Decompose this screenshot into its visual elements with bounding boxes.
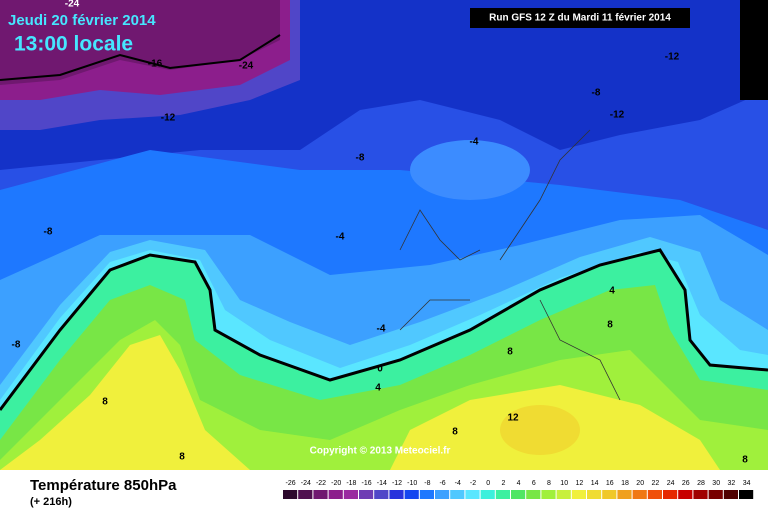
legend-label: 0 [486, 480, 490, 487]
run: Run GFS 12 Z du Mardi 11 février 2014 [489, 13, 671, 24]
contour-label: 0 [377, 364, 383, 375]
legend-label: 6 [532, 480, 536, 487]
legend-swatch [419, 490, 434, 499]
legend-swatch [480, 490, 495, 499]
legend-swatch [556, 490, 571, 499]
legend-label: -12 [392, 480, 402, 487]
legend-label: 18 [621, 480, 629, 487]
legend-label: 20 [636, 480, 644, 487]
legend-label: -22 [316, 480, 326, 487]
contour-label: -12 [665, 52, 680, 63]
legend-swatch [708, 490, 723, 499]
contour-label: -12 [161, 113, 176, 124]
legend-label: -4 [455, 480, 461, 487]
footer-title: Température 850hPa [30, 477, 177, 494]
legend-label: -14 [377, 480, 387, 487]
legend-swatch [450, 490, 465, 499]
legend-swatch [678, 490, 693, 499]
legend-swatch [495, 490, 510, 499]
legend-label: 12 [576, 480, 584, 487]
legend-label: 32 [728, 480, 736, 487]
legend-label: 14 [591, 480, 599, 487]
time: 13:00 locale [14, 33, 133, 56]
legend-label: 8 [547, 480, 551, 487]
legend-label: 28 [697, 480, 705, 487]
contour-label: 4 [609, 286, 615, 297]
copyright: Copyright © 2013 Meteociel.fr [310, 446, 451, 457]
contour-label: -16 [148, 59, 163, 70]
legend-swatch [663, 490, 678, 499]
legend-label: 4 [517, 480, 521, 487]
contour-label: 12 [507, 413, 519, 424]
legend-swatch [298, 490, 313, 499]
legend-label: -10 [407, 480, 417, 487]
legend-swatch [617, 490, 632, 499]
legend-swatch [343, 490, 358, 499]
legend-label: 34 [743, 480, 751, 487]
legend-label: -24 [301, 480, 311, 487]
legend-label: -16 [362, 480, 372, 487]
contour-label: 8 [452, 427, 458, 438]
legend-label: -20 [331, 480, 341, 487]
contour-label: -4 [470, 137, 479, 148]
contour-label: -24 [65, 0, 80, 10]
contour-label: -4 [377, 324, 386, 335]
legend-label: 26 [682, 480, 690, 487]
map [0, 0, 768, 470]
legend-label: -8 [424, 480, 430, 487]
contour-label: 8 [507, 347, 513, 358]
legend-label: 30 [712, 480, 720, 487]
legend-swatch [693, 490, 708, 499]
legend-swatch [541, 490, 556, 499]
contour-label: -4 [336, 232, 345, 243]
legend-label: 22 [652, 480, 660, 487]
contour-label: 8 [179, 452, 185, 463]
legend-swatch [571, 490, 586, 499]
footer-subtitle: (+ 216h) [30, 496, 72, 508]
legend-swatch [511, 490, 526, 499]
legend-swatch [313, 490, 328, 499]
legend-swatch [526, 490, 541, 499]
contour-label: -8 [12, 340, 21, 351]
contour-label: -8 [356, 153, 365, 164]
contour-label: -8 [592, 88, 601, 99]
legend-label: -18 [346, 480, 356, 487]
date: Jeudi 20 février 2014 [8, 12, 156, 29]
contour-label: 8 [607, 320, 613, 331]
contour-label: -8 [44, 227, 53, 238]
legend-swatch [587, 490, 602, 499]
legend-label: -2 [470, 480, 476, 487]
legend: -26 -24 -22 -20 -18 -16 -14 -12 -10 -8 -6 -4 -2 0 2 4 6 8… [283, 480, 754, 499]
legend-swatch [435, 490, 450, 499]
legend-swatch [723, 490, 738, 499]
legend-swatch [328, 490, 343, 499]
legend-swatch [647, 490, 662, 499]
contour-label: -24 [239, 61, 254, 72]
contour-label: 8 [742, 455, 748, 466]
legend-swatch [374, 490, 389, 499]
legend-swatch [632, 490, 647, 499]
contour-labels: -24 -24 -16 -12 -12 -8 -12 -4 -8 -8 -4 -4 -8 0 4 8 8 8 8 12… [12, 0, 749, 466]
legend-label: -26 [286, 480, 296, 487]
legend-label: -6 [439, 480, 445, 487]
legend-label: 2 [501, 480, 505, 487]
legend-label: 24 [667, 480, 675, 487]
legend-label: 16 [606, 480, 614, 487]
contour-label: 8 [102, 397, 108, 408]
contour-label: -12 [610, 110, 625, 121]
legend-swatch [283, 490, 298, 499]
legend-swatch [739, 490, 754, 499]
legend-label: 10 [560, 480, 568, 487]
legend-swatch [359, 490, 374, 499]
contour-label: 4 [375, 383, 381, 394]
legend-swatch [465, 490, 480, 499]
legend-swatch [389, 490, 404, 499]
legend-swatch [602, 490, 617, 499]
legend-swatch [404, 490, 419, 499]
